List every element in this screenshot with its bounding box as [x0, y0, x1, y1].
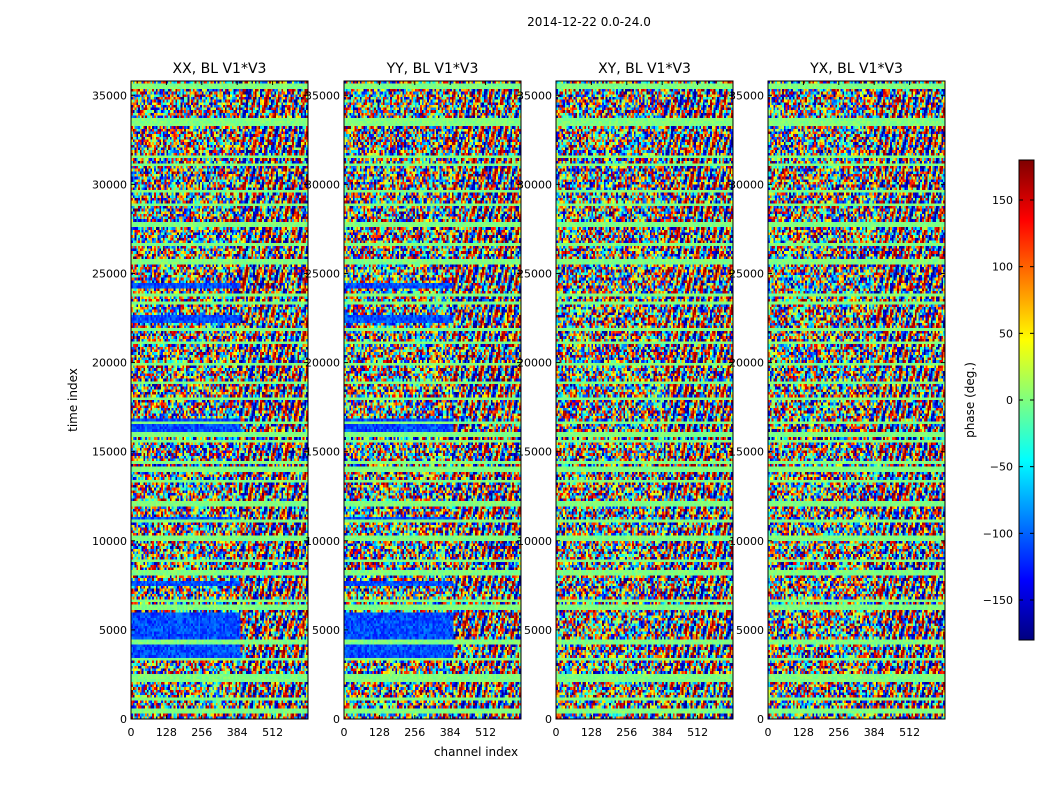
- colorbar-label: phase (deg.): [963, 362, 977, 438]
- x-tick-label: 512: [899, 726, 920, 739]
- heatmap-image: [131, 81, 308, 719]
- figure-suptitle: 2014-12-22 0.0-24.0: [527, 15, 651, 29]
- x-tick-label: 128: [369, 726, 390, 739]
- x-tick-label: 128: [581, 726, 602, 739]
- y-tick-label: 30000: [305, 178, 340, 191]
- shared-ylabel: time index: [66, 368, 80, 432]
- y-tick-label: 20000: [517, 357, 552, 370]
- panel-title: XY, BL V1*V3: [598, 61, 691, 77]
- y-tick-label: 15000: [729, 446, 764, 459]
- x-tick-label: 0: [341, 726, 348, 739]
- axes-frame: [130, 80, 309, 720]
- y-tick-label: 25000: [729, 267, 764, 280]
- x-tick-label: 384: [864, 726, 885, 739]
- heatmap-image: [344, 81, 521, 719]
- x-tick-label: 0: [128, 726, 135, 739]
- heatmap-panels: XX, BL V1*V3 0 128 256 384 512 0 5000 10000 15000…: [92, 61, 946, 739]
- x-tick-label: 512: [475, 726, 496, 739]
- colorbar-tick-label: −50: [990, 461, 1013, 474]
- y-tick-label: 5000: [99, 624, 127, 637]
- axes-frame: [343, 80, 522, 720]
- heatmap-panel-2: YY, BL V1*V3 0 128 256 384 512 0 5000 10000 15000…: [305, 61, 522, 739]
- y-tick-label: 35000: [517, 89, 552, 102]
- colorbar-tick-label: −100: [983, 527, 1013, 540]
- heatmap-image: [768, 81, 945, 719]
- colorbar-tick-label: 0: [1006, 394, 1013, 407]
- colorbar: 150 100 50 0 −50 −100 −150 phase (deg.): [963, 159, 1035, 641]
- axes-frame: [555, 80, 734, 720]
- x-tick-label: 512: [687, 726, 708, 739]
- y-tick-label: 25000: [305, 267, 340, 280]
- colorbar-tick-label: 50: [999, 327, 1013, 340]
- panel-title: YX, BL V1*V3: [809, 61, 903, 77]
- heatmap-image: [556, 81, 733, 719]
- y-tick-label: 30000: [729, 178, 764, 191]
- y-tick-label: 35000: [729, 89, 764, 102]
- y-tick-label: 20000: [729, 357, 764, 370]
- y-tick-label: 10000: [92, 535, 127, 548]
- y-tick-label: 5000: [524, 624, 552, 637]
- y-tick-label: 35000: [92, 89, 127, 102]
- heatmap-panel-1: XX, BL V1*V3 0 128 256 384 512 0 5000 10000 15000…: [92, 61, 309, 739]
- y-tick-label: 0: [333, 713, 340, 726]
- x-tick-label: 256: [828, 726, 849, 739]
- y-tick-label: 10000: [305, 535, 340, 548]
- axes-frame: [767, 80, 946, 720]
- y-tick-label: 15000: [92, 446, 127, 459]
- y-tick-label: 30000: [92, 178, 127, 191]
- colorbar-tick-label: 150: [992, 194, 1013, 207]
- heatmap-panel-4: YX, BL V1*V3 0 128 256 384 512 0 5000 10000 15000…: [729, 61, 946, 739]
- x-tick-label: 256: [616, 726, 637, 739]
- y-tick-label: 20000: [305, 357, 340, 370]
- x-tick-label: 256: [191, 726, 212, 739]
- x-tick-label: 0: [765, 726, 772, 739]
- colorbar-tick-label: 100: [992, 261, 1013, 274]
- x-tick-label: 384: [440, 726, 461, 739]
- y-tick-label: 25000: [92, 267, 127, 280]
- y-tick-label: 0: [120, 713, 127, 726]
- panel-title: YY, BL V1*V3: [386, 61, 479, 77]
- colorbar-tick-label: −150: [983, 594, 1013, 607]
- y-tick-label: 5000: [312, 624, 340, 637]
- y-tick-label: 15000: [305, 446, 340, 459]
- shared-xlabel: channel index: [434, 745, 518, 759]
- x-tick-label: 128: [793, 726, 814, 739]
- y-tick-label: 0: [757, 713, 764, 726]
- y-tick-label: 30000: [517, 178, 552, 191]
- y-tick-label: 10000: [729, 535, 764, 548]
- y-tick-label: 25000: [517, 267, 552, 280]
- y-tick-label: 0: [545, 713, 552, 726]
- y-tick-label: 35000: [305, 89, 340, 102]
- x-tick-label: 512: [262, 726, 283, 739]
- x-tick-label: 0: [553, 726, 560, 739]
- y-tick-label: 5000: [736, 624, 764, 637]
- x-tick-label: 384: [652, 726, 673, 739]
- heatmap-panel-3: XY, BL V1*V3 0 128 256 384 512 0 5000 10000 15000…: [517, 61, 734, 739]
- x-tick-label: 256: [404, 726, 425, 739]
- y-tick-label: 15000: [517, 446, 552, 459]
- y-tick-label: 10000: [517, 535, 552, 548]
- panel-title: XX, BL V1*V3: [173, 61, 267, 77]
- x-tick-label: 128: [156, 726, 177, 739]
- x-tick-label: 384: [227, 726, 248, 739]
- y-tick-label: 20000: [92, 357, 127, 370]
